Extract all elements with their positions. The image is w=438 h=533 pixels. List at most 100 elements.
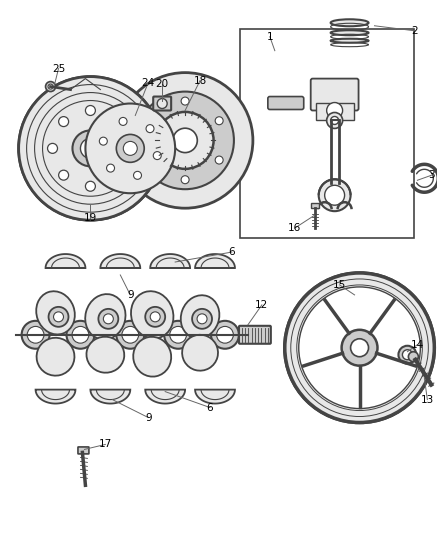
Circle shape: [59, 117, 69, 126]
Text: 25: 25: [52, 63, 65, 74]
Circle shape: [327, 112, 343, 128]
Circle shape: [408, 352, 418, 362]
Circle shape: [99, 137, 107, 145]
Polygon shape: [35, 390, 75, 403]
Polygon shape: [90, 390, 130, 403]
Circle shape: [48, 143, 57, 154]
Circle shape: [147, 156, 155, 164]
Circle shape: [46, 82, 56, 92]
Circle shape: [119, 117, 127, 125]
Circle shape: [181, 176, 189, 184]
FancyBboxPatch shape: [316, 102, 353, 120]
Circle shape: [215, 117, 223, 125]
Circle shape: [153, 151, 161, 159]
Circle shape: [48, 84, 53, 89]
Circle shape: [106, 164, 114, 172]
Text: 18: 18: [194, 76, 207, 86]
Text: 6: 6: [207, 402, 213, 413]
Polygon shape: [145, 390, 185, 403]
Ellipse shape: [182, 335, 218, 370]
Text: 16: 16: [288, 223, 301, 233]
Circle shape: [157, 99, 167, 109]
Circle shape: [325, 185, 345, 205]
Text: 19: 19: [84, 213, 97, 223]
Text: 12: 12: [255, 300, 268, 310]
Circle shape: [122, 326, 139, 343]
Circle shape: [147, 117, 155, 125]
Ellipse shape: [181, 295, 219, 338]
Circle shape: [181, 97, 189, 105]
Text: 20: 20: [155, 78, 169, 88]
Text: 3: 3: [428, 170, 434, 180]
Circle shape: [85, 106, 95, 116]
Ellipse shape: [86, 337, 124, 373]
Circle shape: [150, 312, 160, 322]
Circle shape: [85, 103, 175, 193]
Polygon shape: [195, 390, 235, 403]
Circle shape: [53, 312, 64, 322]
Circle shape: [27, 326, 44, 343]
Circle shape: [146, 125, 154, 133]
Circle shape: [327, 102, 343, 118]
Circle shape: [72, 326, 89, 343]
Circle shape: [173, 128, 197, 152]
FancyBboxPatch shape: [240, 29, 414, 238]
Ellipse shape: [331, 30, 368, 35]
Text: 13: 13: [421, 394, 434, 405]
FancyBboxPatch shape: [153, 96, 171, 110]
Text: 9: 9: [127, 290, 134, 300]
Text: 24: 24: [141, 78, 155, 87]
Text: 14: 14: [411, 340, 424, 350]
Circle shape: [164, 321, 192, 349]
Polygon shape: [46, 254, 85, 268]
Circle shape: [103, 314, 113, 324]
Circle shape: [157, 112, 214, 169]
Circle shape: [99, 309, 118, 329]
Text: 2: 2: [411, 26, 418, 36]
Ellipse shape: [85, 294, 126, 340]
FancyBboxPatch shape: [239, 326, 271, 344]
Circle shape: [49, 307, 68, 327]
Circle shape: [145, 307, 165, 327]
Circle shape: [117, 72, 253, 208]
Circle shape: [403, 350, 413, 360]
Circle shape: [67, 321, 95, 349]
Circle shape: [81, 139, 100, 158]
Circle shape: [350, 339, 368, 357]
Circle shape: [211, 321, 239, 349]
Circle shape: [299, 287, 420, 409]
FancyBboxPatch shape: [78, 447, 89, 454]
Circle shape: [342, 330, 378, 366]
Circle shape: [399, 346, 417, 364]
Text: 6: 6: [229, 247, 235, 257]
Circle shape: [59, 170, 69, 180]
Ellipse shape: [331, 19, 368, 26]
Polygon shape: [100, 254, 140, 268]
Circle shape: [331, 117, 339, 124]
Ellipse shape: [36, 291, 75, 334]
Circle shape: [117, 321, 144, 349]
Circle shape: [85, 181, 95, 191]
Circle shape: [217, 326, 233, 343]
Text: 1: 1: [267, 32, 273, 42]
Circle shape: [170, 326, 187, 343]
Circle shape: [215, 156, 223, 164]
Circle shape: [134, 171, 141, 179]
Circle shape: [319, 179, 350, 211]
Ellipse shape: [37, 338, 74, 376]
Text: 15: 15: [333, 280, 346, 290]
Circle shape: [21, 321, 49, 349]
Polygon shape: [150, 254, 190, 268]
Circle shape: [197, 314, 207, 324]
Circle shape: [19, 77, 162, 220]
Circle shape: [117, 134, 144, 163]
Ellipse shape: [133, 337, 171, 377]
Text: 9: 9: [145, 413, 152, 423]
Circle shape: [285, 273, 434, 423]
FancyBboxPatch shape: [311, 78, 359, 110]
Ellipse shape: [331, 39, 368, 43]
FancyBboxPatch shape: [268, 96, 304, 109]
Circle shape: [112, 170, 122, 180]
FancyBboxPatch shape: [311, 203, 319, 208]
Ellipse shape: [131, 291, 173, 338]
